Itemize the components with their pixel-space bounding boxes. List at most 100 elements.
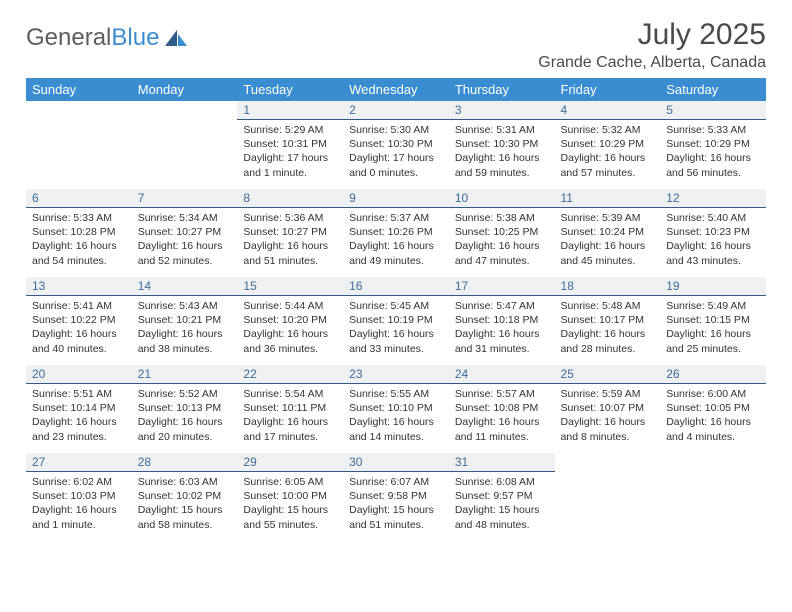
- sunrise-text: Sunrise: 5:34 AM: [138, 211, 232, 225]
- month-title: July 2025: [538, 18, 766, 52]
- day-body: Sunrise: 5:31 AMSunset: 10:30 PMDaylight…: [449, 120, 555, 184]
- day-body: Sunrise: 5:36 AMSunset: 10:27 PMDaylight…: [237, 208, 343, 272]
- sunrise-text: Sunrise: 5:36 AM: [243, 211, 337, 225]
- location-label: Grande Cache, Alberta, Canada: [538, 54, 766, 72]
- calendar-cell: 11Sunrise: 5:39 AMSunset: 10:24 PMDaylig…: [555, 189, 661, 277]
- day-body: Sunrise: 5:52 AMSunset: 10:13 PMDaylight…: [132, 384, 238, 448]
- day-header: Thursday: [449, 78, 555, 101]
- day-body: Sunrise: 5:59 AMSunset: 10:07 PMDaylight…: [555, 384, 661, 448]
- calendar-cell: 5Sunrise: 5:33 AMSunset: 10:29 PMDayligh…: [660, 101, 766, 189]
- calendar-cell: 26Sunrise: 6:00 AMSunset: 10:05 PMDaylig…: [660, 365, 766, 453]
- sunrise-text: Sunrise: 5:52 AM: [138, 387, 232, 401]
- sunset-text: Sunset: 10:27 PM: [243, 225, 337, 239]
- sunset-text: Sunset: 10:27 PM: [138, 225, 232, 239]
- daylight-text: Daylight: 16 hours and 52 minutes.: [138, 239, 232, 267]
- calendar-cell: 6Sunrise: 5:33 AMSunset: 10:28 PMDayligh…: [26, 189, 132, 277]
- day-header: Sunday: [26, 78, 132, 101]
- sunrise-text: Sunrise: 5:51 AM: [32, 387, 126, 401]
- daylight-text: Daylight: 16 hours and 1 minute.: [32, 503, 126, 531]
- sunset-text: Sunset: 10:05 PM: [666, 401, 760, 415]
- day-body: Sunrise: 5:30 AMSunset: 10:30 PMDaylight…: [343, 120, 449, 184]
- sunrise-text: Sunrise: 5:43 AM: [138, 299, 232, 313]
- sunrise-text: Sunrise: 5:33 AM: [666, 123, 760, 137]
- daylight-text: Daylight: 16 hours and 8 minutes.: [561, 415, 655, 443]
- sunrise-text: Sunrise: 5:57 AM: [455, 387, 549, 401]
- day-number: 10: [449, 189, 555, 208]
- day-number: 26: [660, 365, 766, 384]
- daylight-text: Daylight: 16 hours and 54 minutes.: [32, 239, 126, 267]
- sunset-text: Sunset: 10:29 PM: [666, 137, 760, 151]
- sunset-text: Sunset: 10:26 PM: [349, 225, 443, 239]
- daylight-text: Daylight: 16 hours and 45 minutes.: [561, 239, 655, 267]
- sunrise-text: Sunrise: 5:41 AM: [32, 299, 126, 313]
- day-number: 17: [449, 277, 555, 296]
- day-number: 15: [237, 277, 343, 296]
- calendar-week-row: 20Sunrise: 5:51 AMSunset: 10:14 PMDaylig…: [26, 365, 766, 453]
- sunrise-text: Sunrise: 5:45 AM: [349, 299, 443, 313]
- logo-sail-icon: [163, 28, 189, 48]
- day-number: 31: [449, 453, 555, 472]
- calendar-cell: 8Sunrise: 5:36 AMSunset: 10:27 PMDayligh…: [237, 189, 343, 277]
- calendar-cell: 20Sunrise: 5:51 AMSunset: 10:14 PMDaylig…: [26, 365, 132, 453]
- day-body: Sunrise: 5:55 AMSunset: 10:10 PMDaylight…: [343, 384, 449, 448]
- calendar-cell: 25Sunrise: 5:59 AMSunset: 10:07 PMDaylig…: [555, 365, 661, 453]
- sunrise-text: Sunrise: 5:32 AM: [561, 123, 655, 137]
- daylight-text: Daylight: 16 hours and 59 minutes.: [455, 151, 549, 179]
- sunrise-text: Sunrise: 5:48 AM: [561, 299, 655, 313]
- calendar-cell: 14Sunrise: 5:43 AMSunset: 10:21 PMDaylig…: [132, 277, 238, 365]
- sunset-text: Sunset: 10:23 PM: [666, 225, 760, 239]
- day-body: Sunrise: 6:05 AMSunset: 10:00 PMDaylight…: [237, 472, 343, 536]
- sunset-text: Sunset: 10:22 PM: [32, 313, 126, 327]
- daylight-text: Daylight: 16 hours and 17 minutes.: [243, 415, 337, 443]
- sunset-text: Sunset: 10:24 PM: [561, 225, 655, 239]
- day-body: Sunrise: 5:45 AMSunset: 10:19 PMDaylight…: [343, 296, 449, 360]
- sunset-text: Sunset: 10:25 PM: [455, 225, 549, 239]
- day-number: 19: [660, 277, 766, 296]
- calendar-cell: 22Sunrise: 5:54 AMSunset: 10:11 PMDaylig…: [237, 365, 343, 453]
- sunset-text: Sunset: 10:08 PM: [455, 401, 549, 415]
- calendar-cell: 18Sunrise: 5:48 AMSunset: 10:17 PMDaylig…: [555, 277, 661, 365]
- sunrise-text: Sunrise: 5:47 AM: [455, 299, 549, 313]
- day-header: Friday: [555, 78, 661, 101]
- sunset-text: Sunset: 10:30 PM: [455, 137, 549, 151]
- day-body: Sunrise: 5:34 AMSunset: 10:27 PMDaylight…: [132, 208, 238, 272]
- calendar-cell: 15Sunrise: 5:44 AMSunset: 10:20 PMDaylig…: [237, 277, 343, 365]
- day-number: 11: [555, 189, 661, 208]
- day-body: Sunrise: 6:02 AMSunset: 10:03 PMDaylight…: [26, 472, 132, 536]
- sunset-text: Sunset: 10:19 PM: [349, 313, 443, 327]
- day-body: Sunrise: 5:37 AMSunset: 10:26 PMDaylight…: [343, 208, 449, 272]
- sunset-text: Sunset: 10:07 PM: [561, 401, 655, 415]
- calendar-cell: 12Sunrise: 5:40 AMSunset: 10:23 PMDaylig…: [660, 189, 766, 277]
- sunrise-text: Sunrise: 5:31 AM: [455, 123, 549, 137]
- calendar-cell: 3Sunrise: 5:31 AMSunset: 10:30 PMDayligh…: [449, 101, 555, 189]
- sunset-text: Sunset: 10:15 PM: [666, 313, 760, 327]
- sunset-text: Sunset: 9:57 PM: [455, 489, 549, 503]
- day-number: 1: [237, 101, 343, 120]
- sunrise-text: Sunrise: 6:08 AM: [455, 475, 549, 489]
- sunset-text: Sunset: 10:30 PM: [349, 137, 443, 151]
- day-number: 8: [237, 189, 343, 208]
- calendar-cell: 4Sunrise: 5:32 AMSunset: 10:29 PMDayligh…: [555, 101, 661, 189]
- day-body: Sunrise: 5:38 AMSunset: 10:25 PMDaylight…: [449, 208, 555, 272]
- daylight-text: Daylight: 16 hours and 56 minutes.: [666, 151, 760, 179]
- day-number: 4: [555, 101, 661, 120]
- daylight-text: Daylight: 16 hours and 38 minutes.: [138, 327, 232, 355]
- day-body: Sunrise: 5:48 AMSunset: 10:17 PMDaylight…: [555, 296, 661, 360]
- calendar-cell: 7Sunrise: 5:34 AMSunset: 10:27 PMDayligh…: [132, 189, 238, 277]
- sunset-text: Sunset: 10:31 PM: [243, 137, 337, 151]
- sunrise-text: Sunrise: 6:00 AM: [666, 387, 760, 401]
- daylight-text: Daylight: 16 hours and 51 minutes.: [243, 239, 337, 267]
- calendar-body: ..1Sunrise: 5:29 AMSunset: 10:31 PMDayli…: [26, 101, 766, 541]
- daylight-text: Daylight: 15 hours and 55 minutes.: [243, 503, 337, 531]
- sunset-text: Sunset: 10:18 PM: [455, 313, 549, 327]
- calendar-cell: 29Sunrise: 6:05 AMSunset: 10:00 PMDaylig…: [237, 453, 343, 541]
- calendar-cell: 28Sunrise: 6:03 AMSunset: 10:02 PMDaylig…: [132, 453, 238, 541]
- day-number: 27: [26, 453, 132, 472]
- daylight-text: Daylight: 17 hours and 0 minutes.: [349, 151, 443, 179]
- day-header: Saturday: [660, 78, 766, 101]
- calendar-cell: 23Sunrise: 5:55 AMSunset: 10:10 PMDaylig…: [343, 365, 449, 453]
- calendar-head: SundayMondayTuesdayWednesdayThursdayFrid…: [26, 78, 766, 101]
- calendar-cell: 21Sunrise: 5:52 AMSunset: 10:13 PMDaylig…: [132, 365, 238, 453]
- calendar-week-row: 13Sunrise: 5:41 AMSunset: 10:22 PMDaylig…: [26, 277, 766, 365]
- daylight-text: Daylight: 16 hours and 23 minutes.: [32, 415, 126, 443]
